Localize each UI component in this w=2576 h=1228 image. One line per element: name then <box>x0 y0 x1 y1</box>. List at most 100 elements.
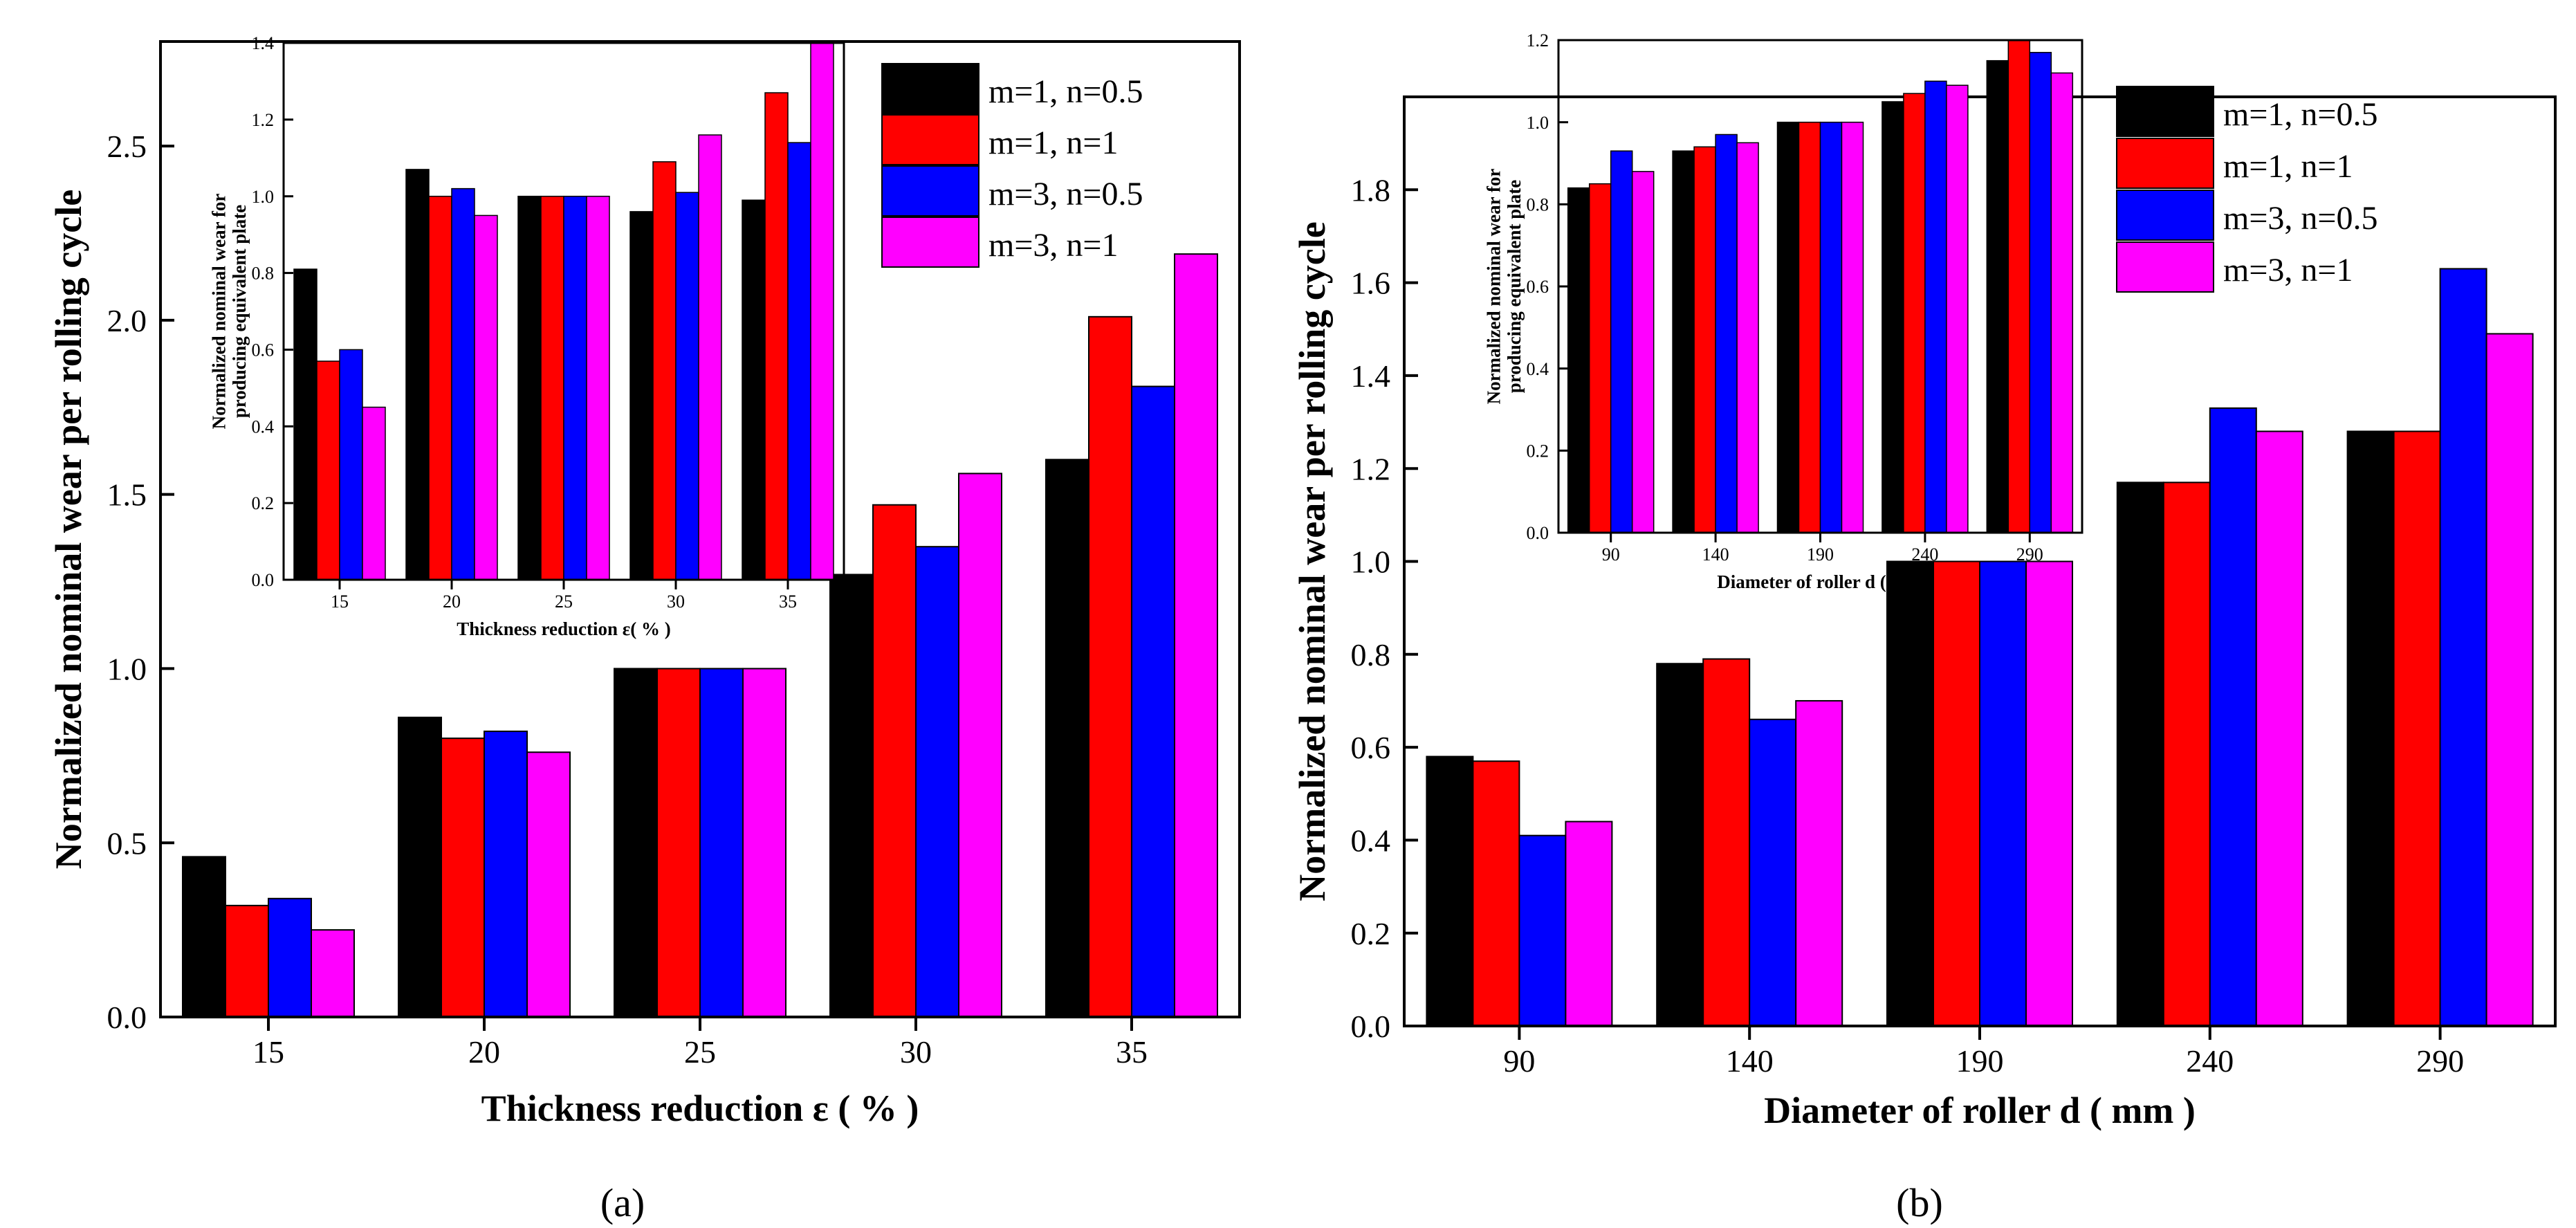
b-main-bar-m-3-n-1-190 <box>2025 560 2073 1027</box>
a-inset-bar-m-1-n-0-5-30 <box>629 211 654 580</box>
b-legend-swatch <box>2116 190 2214 241</box>
a-inset-bar-m-3-n-1-20 <box>474 214 498 580</box>
a-main-bar-m-1-n-0-5-30 <box>829 574 874 1018</box>
b-main-ytick-label: 1.6 <box>1351 266 1391 301</box>
a-inset-y-axis-label-line1: Normalized nominal wear for <box>208 194 229 430</box>
a-inset-chart: 0.0 0.2 0.4 0.6 0.8 1.0 1.2 1.4 15 20 25 30 35 Thickn… <box>208 33 845 639</box>
b-main-bar-m-1-n-0-5-290 <box>2346 430 2395 1027</box>
a-main-bar-m-1-n-0-5-25 <box>614 668 658 1018</box>
b-inset-x-axis-label: Diameter of roller d (mm) <box>1717 571 1923 592</box>
b-main-xtick-label: 240 <box>2186 1043 2234 1079</box>
a-inset-ytick-label: 1.0 <box>252 187 275 207</box>
a-legend-entry: m=1, n=1 <box>988 125 1118 161</box>
b-main-bar-m-3-n-0-5-90 <box>1518 834 1567 1027</box>
b-inset-bar-m-1-n-1-240 <box>1903 93 1926 533</box>
a-main-bar-m-3-n-0-5-15 <box>268 897 312 1018</box>
a-inset-y-axis-label-line2: producing equivalent plate <box>229 205 250 419</box>
b-main-bar-m-3-n-0-5-140 <box>1749 718 1797 1027</box>
b-inset-bar-m-1-n-1-140 <box>1693 146 1716 533</box>
a-main-bar-m-3-n-1-20 <box>526 751 571 1018</box>
b-main-ytick-label: 0.6 <box>1351 730 1391 765</box>
b-main-y-axis-label: Normalized nominal wear per rolling cycl… <box>1291 221 1333 901</box>
a-main-ytick-label: 1.0 <box>107 652 147 687</box>
b-inset-y-axis-label-line1: Normalized nominal wear for <box>1483 169 1504 405</box>
b-inset-xtick-label: 240 <box>1911 544 1938 565</box>
b-main-ytick-label: 0.4 <box>1351 823 1391 859</box>
b-main-bar-m-1-n-0-5-140 <box>1656 663 1704 1027</box>
a-main-bar-m-3-n-1-35 <box>1174 253 1218 1018</box>
b-legend-entry: m=1, n=0.5 <box>2223 96 2377 133</box>
a-inset-bar-m-1-n-0-5-15 <box>293 268 318 580</box>
b-legend-swatch <box>2116 138 2214 189</box>
b-inset-bar-m-1-n-0-5-190 <box>1776 121 1800 533</box>
a-main-bar-m-3-n-1-30 <box>958 473 1002 1018</box>
b-inset-bar-m-3-n-0-5-190 <box>1819 121 1843 533</box>
b-main-xtick-label: 290 <box>2416 1043 2464 1079</box>
a-main-ytick-label: 0.5 <box>107 825 147 861</box>
a-inset-bar-m-1-n-1-20 <box>428 195 452 580</box>
a-main-bar-m-3-n-0-5-25 <box>699 668 744 1018</box>
a-inset-ytick-label: 1.4 <box>252 33 275 53</box>
a-inset-ytick-label: 1.2 <box>252 110 275 130</box>
a-main-bar-m-3-n-0-5-35 <box>1131 385 1175 1018</box>
b-main-bar-m-1-n-0-5-190 <box>1886 560 1934 1027</box>
b-main-bar-m-3-n-1-90 <box>1565 821 1613 1027</box>
b-inset-bar-m-1-n-0-5-290 <box>1986 59 2009 533</box>
b-legend-entry: m=3, n=1 <box>2223 252 2353 288</box>
b-inset-chart: 0.0 0.2 0.4 0.6 0.8 1.0 1.2 90 140 190 240 290 Diame… <box>1483 30 2083 592</box>
a-legend-swatch <box>881 165 979 217</box>
b-inset-xtick-label: 290 <box>2016 544 2043 565</box>
a-legend-swatch <box>881 217 979 268</box>
b-inset-bar-m-1-n-0-5-240 <box>1882 101 1904 533</box>
a-inset-xtick-label: 15 <box>331 592 349 612</box>
b-main-bar-m-3-n-0-5-240 <box>2209 407 2257 1027</box>
a-inset-bar-m-3-n-1-35 <box>810 42 834 580</box>
a-inset-bar-m-1-n-0-5-25 <box>517 195 542 580</box>
panel-b: 0.0 0.2 0.4 0.6 0.8 1.0 1.2 1.4 1.6 1.8 90 140 190 24… <box>1291 30 2557 1131</box>
b-inset-bar-m-3-n-0-5-290 <box>2029 52 2052 533</box>
a-inset-ytick-label: 0.2 <box>252 493 275 513</box>
a-inset-ytick-label: 0.6 <box>252 340 275 360</box>
b-main-ytick-label: 0.0 <box>1351 1009 1391 1044</box>
b-legend-entry: m=3, n=0.5 <box>2223 200 2377 237</box>
b-main-xtick-label: 140 <box>1726 1043 1774 1079</box>
b-inset-bar-m-3-n-1-90 <box>1631 171 1655 533</box>
a-main-ytick-label: 1.5 <box>107 477 147 513</box>
a-main-bar-m-3-n-0-5-20 <box>484 731 528 1018</box>
b-main-ytick-label: 1.8 <box>1351 172 1391 208</box>
b-main-bar-m-1-n-1-290 <box>2393 430 2441 1027</box>
b-inset-ytick-label: 0.6 <box>1527 277 1549 297</box>
a-main-xtick-label: 15 <box>252 1034 284 1070</box>
a-main-bar-m-3-n-1-25 <box>742 668 786 1018</box>
b-inset-bar-m-3-n-1-290 <box>2050 72 2074 533</box>
b-legend-swatch <box>2116 241 2214 293</box>
a-inset-bar-m-3-n-0-5-15 <box>339 349 363 580</box>
b-main-bar-m-1-n-0-5-240 <box>2116 482 2164 1027</box>
b-main-bar-m-3-n-1-290 <box>2485 333 2534 1027</box>
b-inset-bar-m-1-n-1-190 <box>1798 121 1821 533</box>
b-inset-bar-m-3-n-1-240 <box>1946 84 1969 533</box>
a-main-bar-m-3-n-1-15 <box>311 929 355 1018</box>
a-inset-bar-m-3-n-1-30 <box>698 134 722 580</box>
a-main-xtick-label: 30 <box>900 1034 932 1070</box>
b-inset-bar-m-3-n-1-190 <box>1841 121 1864 533</box>
a-main-xtick-label: 25 <box>684 1034 716 1070</box>
b-inset-ytick-label: 1.0 <box>1527 113 1549 133</box>
a-main-xtick-label: 35 <box>1116 1034 1148 1070</box>
a-main-bar-m-1-n-1-20 <box>441 737 485 1018</box>
b-main-bar-m-3-n-1-140 <box>1795 699 1843 1027</box>
b-main-bar-m-3-n-0-5-190 <box>1979 560 2027 1027</box>
a-inset-bar-m-1-n-1-25 <box>540 195 564 580</box>
b-inset-xtick-label: 190 <box>1807 544 1834 565</box>
b-inset-xtick-label: 90 <box>1602 544 1620 565</box>
b-main-ytick-label: 0.2 <box>1351 916 1391 951</box>
b-legend: m=1, n=0.5 m=1, n=1 m=3, n=0.5 m=3, n=1 <box>2116 86 2377 293</box>
a-inset-bar-m-3-n-1-25 <box>586 195 610 580</box>
a-main-bar-m-1-n-1-25 <box>656 668 701 1018</box>
b-main-ytick-label: 1.2 <box>1351 451 1391 486</box>
b-inset-ytick-label: 1.2 <box>1527 30 1549 51</box>
panel-label-a: (a) <box>600 1180 645 1225</box>
b-main-ytick-label: 0.8 <box>1351 637 1391 672</box>
b-inset-bar-m-3-n-0-5-140 <box>1715 134 1738 533</box>
a-legend-entry: m=3, n=1 <box>988 227 1118 264</box>
